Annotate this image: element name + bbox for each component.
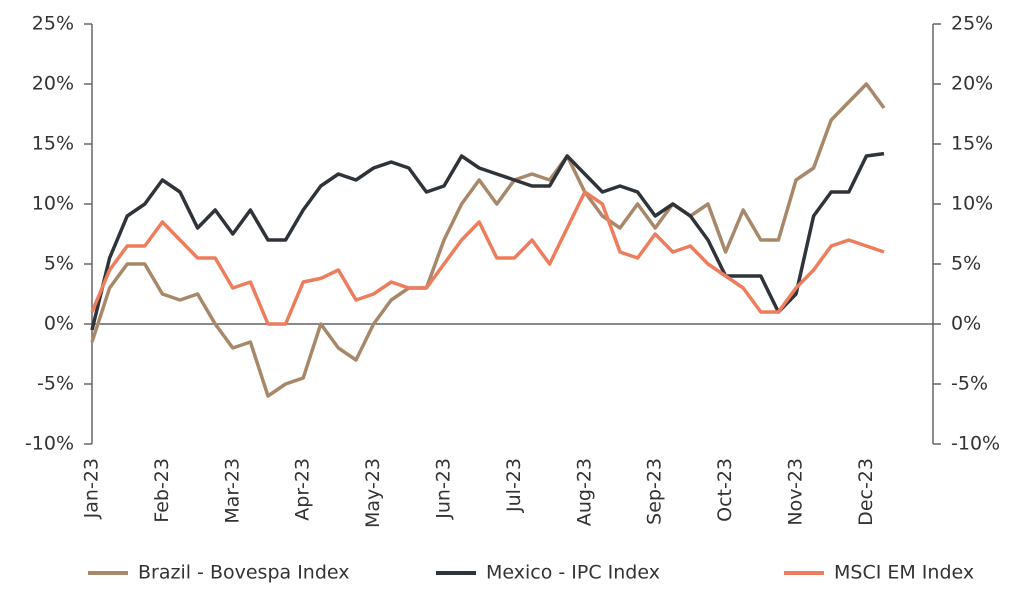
series-line bbox=[90, 151, 885, 331]
y-tick-label: 15% bbox=[32, 133, 74, 155]
y2-tick-label: 15% bbox=[951, 133, 993, 155]
y-tick-label: 20% bbox=[32, 73, 74, 95]
x-tick-label: Jul-23 bbox=[503, 458, 525, 513]
y-tick-label: 25% bbox=[32, 13, 74, 35]
y2-tick-label: 20% bbox=[951, 73, 993, 95]
x-tick-label: Sep-23 bbox=[644, 458, 666, 525]
y2-tick-label: 5% bbox=[951, 253, 981, 275]
y2-tick-label: -5% bbox=[951, 373, 988, 395]
y2-tick-label: 10% bbox=[951, 193, 993, 215]
y-tick-label: -5% bbox=[37, 373, 74, 395]
legend-label: Mexico - IPC Index bbox=[486, 562, 660, 584]
x-tick-label: Nov-23 bbox=[785, 458, 807, 526]
x-tick-label: Feb-23 bbox=[151, 458, 173, 523]
y-tick-label: 0% bbox=[44, 313, 74, 335]
x-tick-label: May-23 bbox=[362, 458, 384, 528]
legend-label: Brazil - Bovespa Index bbox=[138, 562, 350, 584]
x-tick-label: Dec-23 bbox=[855, 458, 877, 526]
y2-tick-label: 0% bbox=[951, 313, 981, 335]
legend-label: MSCI EM Index bbox=[834, 562, 974, 584]
x-tick-label: Apr-23 bbox=[292, 458, 314, 521]
y-tick-label: -10% bbox=[25, 433, 74, 455]
x-tick-label: Jan-23 bbox=[81, 458, 103, 519]
y-tick-label: 10% bbox=[32, 193, 74, 215]
series-line bbox=[90, 82, 886, 398]
y2-tick-label: -10% bbox=[951, 433, 1000, 455]
series-line bbox=[90, 190, 885, 326]
y-tick-label: 5% bbox=[44, 253, 74, 275]
x-tick-label: Aug-23 bbox=[573, 458, 595, 526]
x-tick-label: Oct-23 bbox=[714, 458, 736, 522]
x-tick-label: Jun-23 bbox=[433, 458, 455, 520]
y2-tick-label: 25% bbox=[951, 13, 993, 35]
x-tick-label: Mar-23 bbox=[221, 458, 243, 524]
